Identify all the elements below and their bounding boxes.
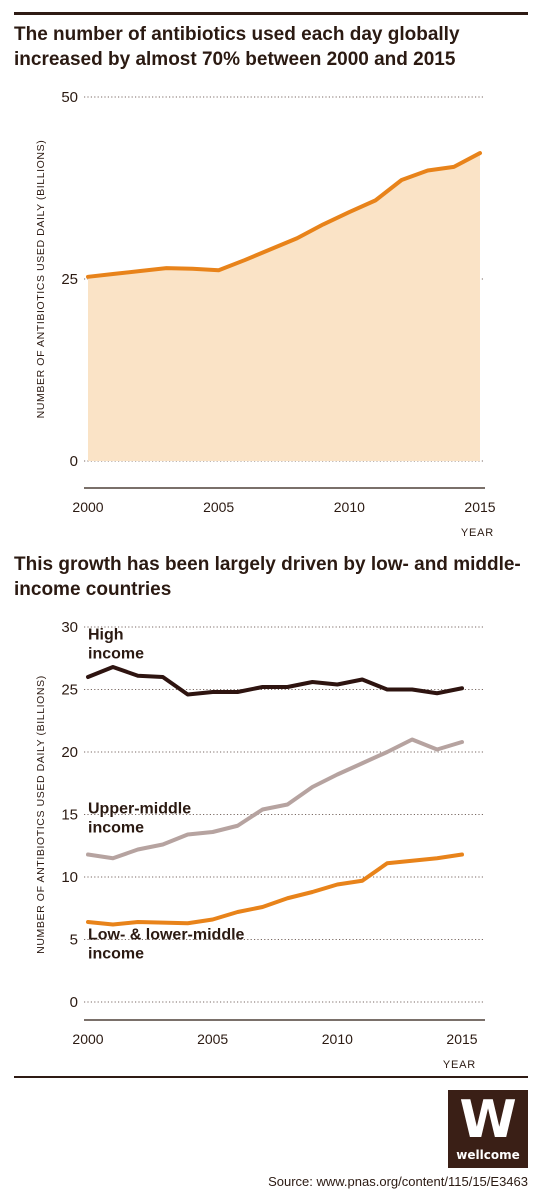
- c2-y-axis-label: NUMBER OF ANTIBIOTICS USED DAILY (BILLIO…: [35, 675, 47, 954]
- c2-x-tick-label: 2015: [446, 1031, 477, 1047]
- c2-series-line-2: [86, 852, 464, 927]
- c2-series-label-line: Upper-middle: [88, 800, 191, 817]
- c1-x-tick-label: 2000: [72, 499, 103, 515]
- c1-y-tick-label: 25: [61, 271, 78, 288]
- c1-x-tick-label: 2015: [464, 499, 495, 515]
- logo-text: wellcome: [456, 1148, 520, 1162]
- c2-series-line-1: [86, 737, 464, 861]
- c2-series-label-1: Upper-middle income: [88, 800, 191, 836]
- c2-y-tick-label: 5: [70, 932, 78, 949]
- c2-y-tick-label: 20: [61, 744, 78, 761]
- c2-series-label-line: High: [88, 627, 124, 644]
- c1-y-tick-label: 50: [61, 89, 78, 106]
- c1-y-tick-label: 0: [70, 453, 78, 470]
- c2-series-label-line: income: [88, 946, 144, 963]
- c2-x-axis-label: YEAR: [443, 1059, 476, 1070]
- c2-y-tick-label: 15: [61, 807, 78, 824]
- chart2-title: This growth has been largely driven by l…: [14, 554, 521, 600]
- c2-series-line-0: [86, 665, 464, 697]
- c2-x-tick-label: 2000: [72, 1031, 103, 1047]
- c2-y-tick-label: 10: [61, 869, 78, 886]
- c2-series-label-line: income: [88, 819, 144, 836]
- chart1: 50 25 0 NUMBER OF ANTIBIOTICS USED DAILY (B…: [35, 89, 496, 539]
- logo-letter: W: [459, 1090, 517, 1150]
- c2-y-tick-label: 0: [70, 994, 78, 1011]
- c2-x-tick-label: 2005: [197, 1031, 228, 1047]
- c2-series-label-0: High income: [88, 627, 144, 663]
- c1-series-line: [86, 151, 482, 279]
- c1-x-tick-label: 2005: [203, 499, 234, 515]
- c1-x-tick-label: 2010: [334, 499, 365, 515]
- c2-series-label-2: Low- & lower-middle income: [88, 927, 245, 963]
- c1-y-axis-label: NUMBER OF ANTIBIOTICS USED DAILY (BILLIO…: [35, 140, 47, 419]
- c1-area-fill: [88, 153, 480, 461]
- c2-x-tick-label: 2010: [322, 1031, 353, 1047]
- c2-y-tick-label: 30: [61, 619, 78, 636]
- top-rule: [14, 12, 528, 15]
- wellcome-logo: W wellcome: [448, 1090, 528, 1168]
- c2-series-label-line: Low- & lower-middle: [88, 927, 245, 944]
- chart1-title: The number of antibiotics used each day …: [14, 24, 460, 70]
- c1-x-axis-label: YEAR: [461, 527, 494, 539]
- source-text: Source: www.pnas.org/content/115/15/E346…: [268, 1174, 528, 1189]
- bottom-rule: [14, 1076, 528, 1078]
- c2-y-tick-label: 25: [61, 682, 78, 699]
- c2-series-label-line: income: [88, 646, 144, 663]
